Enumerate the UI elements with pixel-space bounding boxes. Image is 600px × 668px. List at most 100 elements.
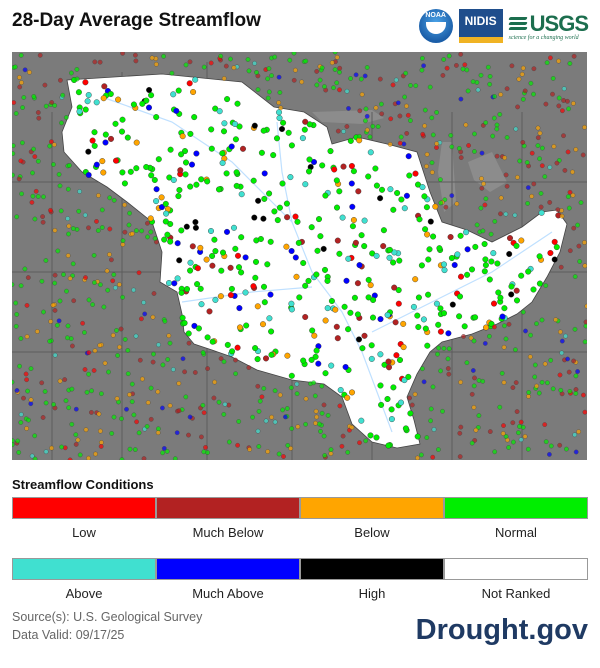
- gauge-station-dot: [23, 371, 29, 377]
- gauge-station-dot: [570, 169, 575, 175]
- gauge-station-dot: [150, 314, 156, 320]
- gauge-station-dot: [91, 368, 97, 373]
- gauge-station-dot: [406, 172, 413, 179]
- gauge-station-dot: [200, 350, 206, 355]
- gauge-station-dot: [313, 271, 320, 278]
- gauge-station-dot: [469, 266, 476, 273]
- gauge-station-dot: [62, 377, 68, 382]
- gauge-station-dot: [207, 227, 214, 234]
- gauge-station-dot: [65, 253, 71, 259]
- gauge-station-dot: [94, 218, 99, 224]
- gauge-station-dot: [232, 136, 239, 143]
- legend-label: Below: [354, 525, 390, 540]
- gauge-station-dot: [464, 360, 470, 366]
- gauge-station-dot: [42, 82, 48, 88]
- gauge-station-dot: [573, 387, 579, 392]
- gauge-station-dot: [463, 122, 469, 128]
- gauge-station-dot: [37, 52, 43, 58]
- gauge-station-dot: [255, 428, 261, 434]
- gauge-station-dot: [69, 70, 74, 76]
- gauge-station-dot: [284, 352, 291, 359]
- gauge-station-dot: [448, 133, 454, 138]
- gauge-station-dot: [419, 366, 425, 372]
- gauge-station-dot: [89, 388, 95, 394]
- gauge-station-dot: [415, 181, 422, 188]
- gauge-station-dot: [576, 243, 582, 249]
- gauge-station-dot: [472, 243, 479, 250]
- gauge-station-dot: [76, 208, 82, 214]
- gauge-station-dot: [377, 76, 383, 82]
- gauge-station-dot: [483, 324, 490, 331]
- gauge-station-dot: [403, 70, 409, 76]
- gauge-station-dot: [252, 274, 259, 281]
- gauge-station-dot: [517, 424, 522, 429]
- gauge-station-dot: [59, 444, 64, 450]
- gauge-station-dot: [13, 323, 19, 329]
- gauge-station-dot: [112, 157, 119, 164]
- gauge-station-dot: [334, 54, 340, 60]
- gauge-station-dot: [71, 298, 77, 304]
- gauge-station-dot: [396, 257, 403, 264]
- gauge-station-dot: [550, 91, 555, 97]
- gauge-station-dot: [174, 430, 180, 436]
- gauge-station-dot: [74, 66, 80, 72]
- gauge-station-dot: [510, 385, 516, 390]
- gauge-station-dot: [539, 317, 545, 323]
- gauge-station-dot: [17, 363, 22, 369]
- gauge-station-dot: [566, 205, 572, 211]
- gauge-station-dot: [262, 355, 269, 362]
- gauge-station-dot: [353, 72, 359, 78]
- gauge-station-dot: [14, 388, 20, 393]
- gauge-station-dot: [335, 128, 341, 134]
- gauge-station-dot: [176, 408, 182, 414]
- gauge-station-dot: [187, 414, 193, 420]
- gauge-station-dot: [528, 332, 533, 338]
- gauge-station-dot: [47, 143, 53, 149]
- gauge-station-dot: [328, 447, 334, 452]
- gauge-station-dot: [395, 100, 401, 106]
- gauge-station-dot: [49, 445, 54, 451]
- gauge-station-dot: [85, 148, 92, 155]
- gauge-station-dot: [341, 303, 348, 310]
- gauge-station-dot: [174, 275, 181, 282]
- gauge-station-dot: [536, 253, 543, 260]
- gauge-station-dot: [245, 57, 251, 62]
- gauge-station-dot: [567, 388, 573, 394]
- gauge-station-dot: [456, 146, 462, 151]
- gauge-station-dot: [60, 92, 66, 98]
- gauge-station-dot: [363, 438, 369, 444]
- gauge-station-dot: [259, 394, 265, 400]
- gauge-station-dot: [143, 97, 150, 104]
- gauge-station-dot: [324, 305, 331, 312]
- gauge-station-dot: [109, 430, 115, 436]
- gauge-station-dot: [410, 303, 417, 310]
- gauge-station-dot: [561, 98, 566, 103]
- gauge-station-dot: [331, 166, 338, 173]
- gauge-station-dot: [497, 404, 503, 410]
- gauge-station-dot: [230, 224, 237, 231]
- gauge-station-dot: [518, 419, 524, 425]
- gauge-station-dot: [252, 60, 258, 66]
- gauge-station-dot: [377, 316, 384, 323]
- gauge-station-dot: [164, 448, 170, 454]
- drought-gov-logo: Drought.gov: [415, 614, 588, 646]
- gauge-station-dot: [205, 366, 211, 371]
- gauge-station-dot: [228, 143, 235, 150]
- gauge-station-dot: [458, 379, 463, 385]
- gauge-station-dot: [485, 64, 491, 70]
- gauge-station-dot: [494, 126, 500, 132]
- gauge-station-dot: [529, 150, 535, 156]
- gauge-station-dot: [447, 233, 454, 240]
- gauge-station-dot: [101, 83, 108, 90]
- gauge-station-dot: [487, 429, 493, 434]
- gauge-station-dot: [322, 453, 328, 458]
- gauge-station-dot: [497, 294, 504, 301]
- gauge-station-dot: [32, 216, 38, 222]
- legend-item: High: [300, 558, 444, 601]
- gauge-station-dot: [233, 169, 240, 176]
- gauge-station-dot: [97, 342, 103, 348]
- gauge-station-dot: [393, 77, 399, 83]
- gauge-station-dot: [407, 410, 414, 417]
- gauge-station-dot: [547, 451, 552, 457]
- gauge-station-dot: [356, 133, 362, 139]
